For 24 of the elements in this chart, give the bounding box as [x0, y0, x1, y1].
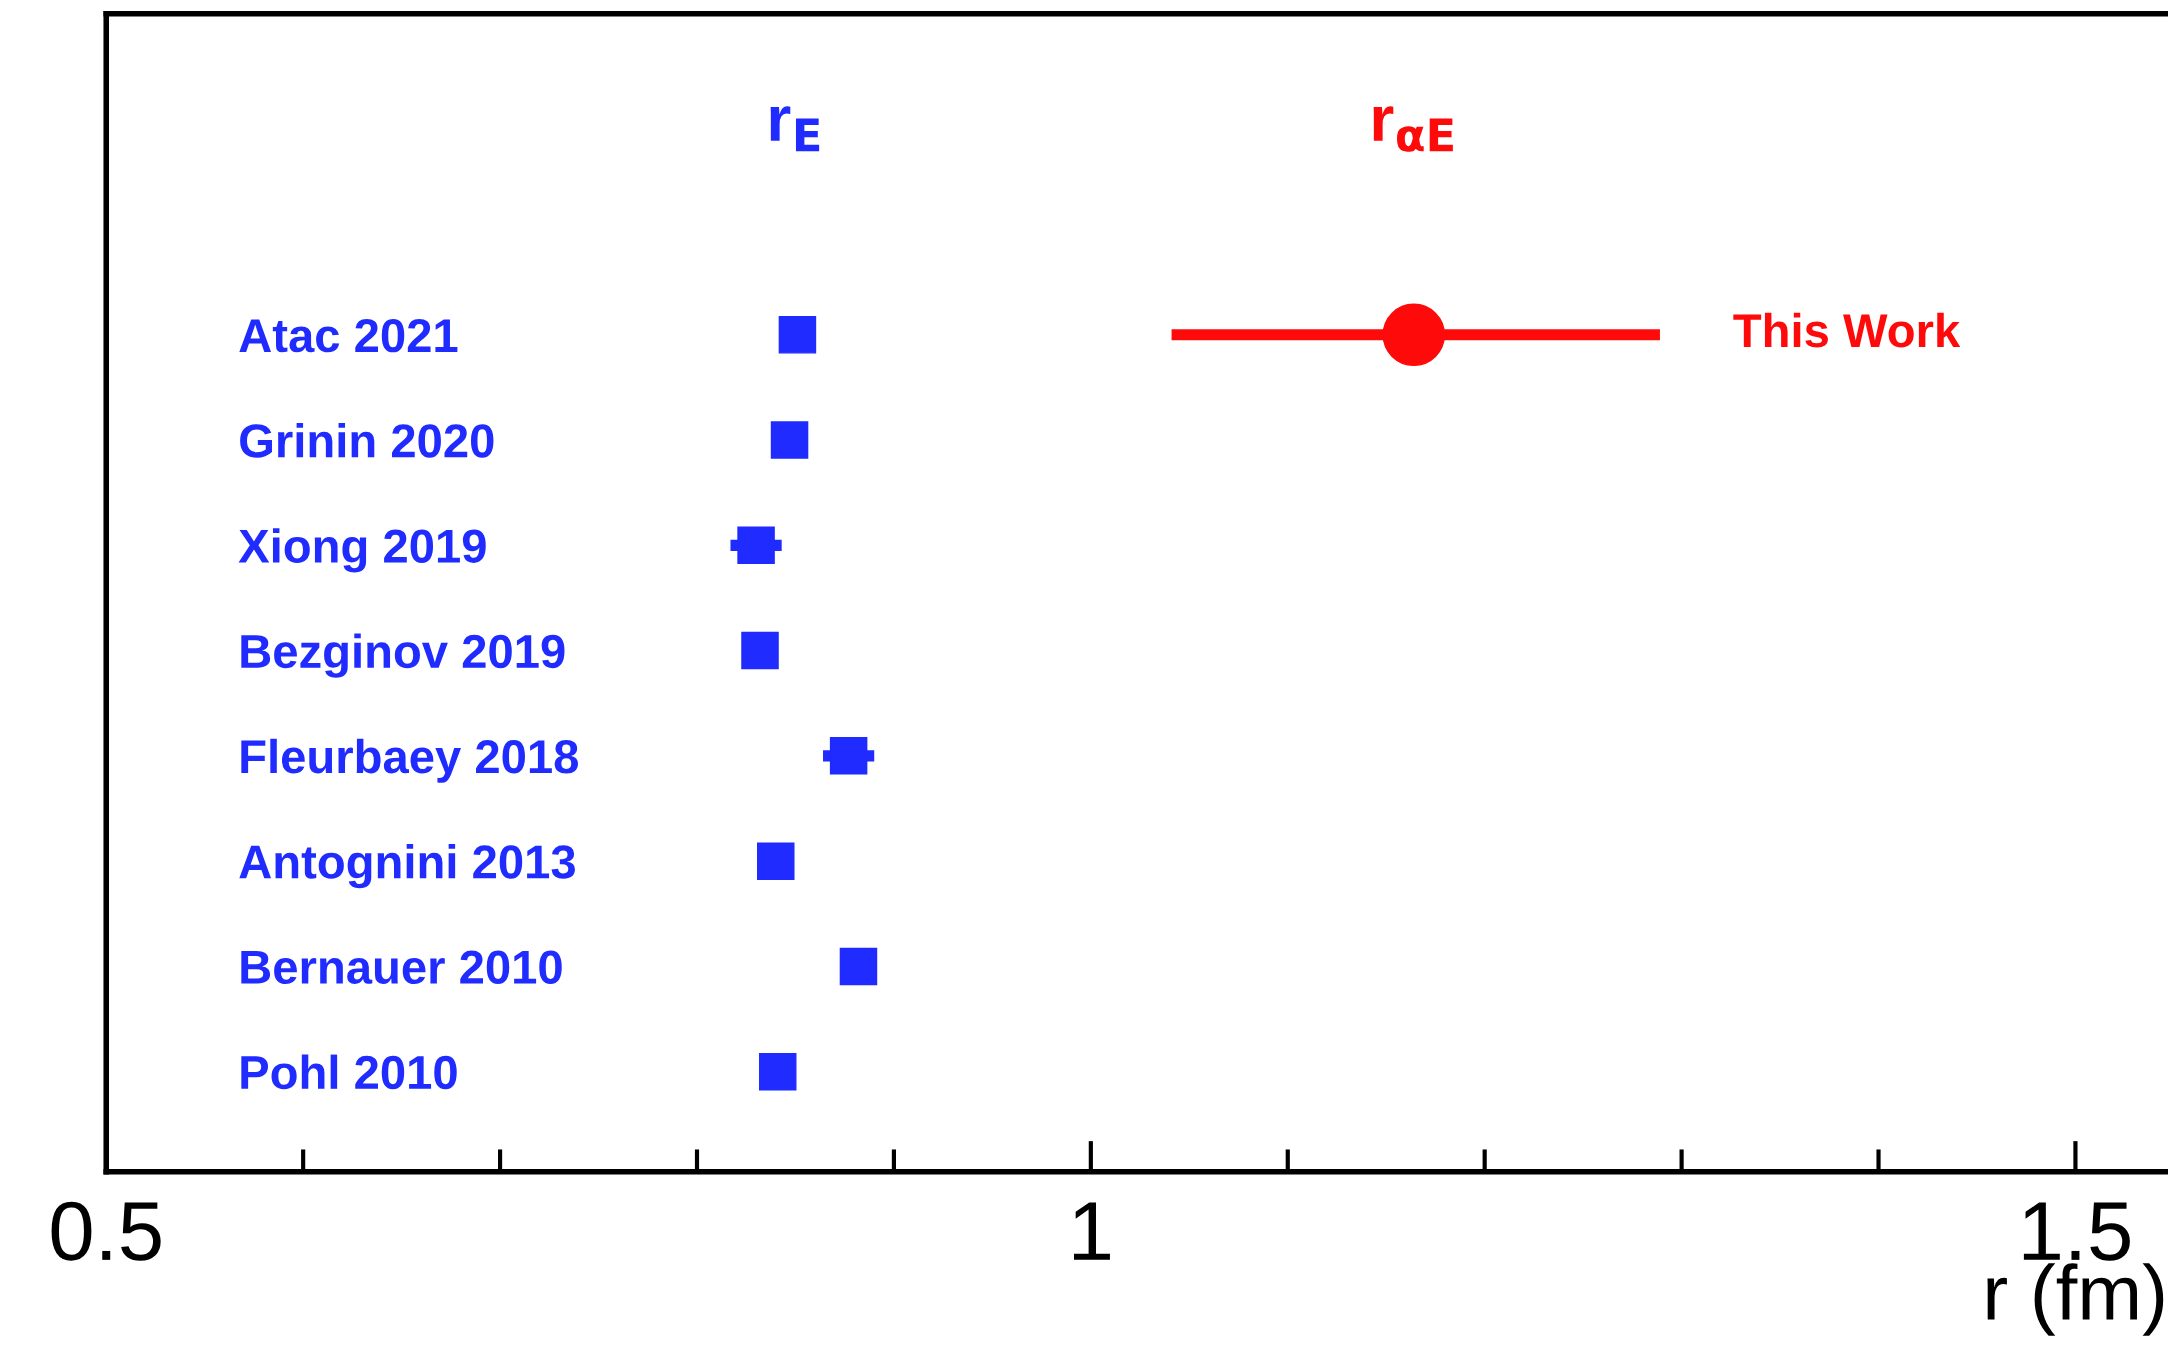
y-tick-label: Antognini 2013	[239, 844, 575, 889]
annotation: This Work	[1733, 312, 1961, 348]
y-tick-label: Fleurbaey 2018	[241, 738, 578, 783]
x-axis-title: r (fm)	[1987, 1263, 2164, 1336]
point	[839, 947, 878, 986]
y-tick-label: Bezginov 2019	[241, 633, 565, 678]
y-tick-label: Xiong 2019	[238, 528, 486, 573]
y-tick-label: Grinin 2020	[240, 422, 494, 458]
point	[741, 631, 779, 670]
point	[758, 1052, 797, 1091]
point	[1382, 303, 1446, 367]
x-tick-label: 1.5	[2023, 1202, 2130, 1261]
point	[778, 316, 817, 354]
point	[770, 421, 809, 459]
point	[737, 526, 775, 565]
y-tick-label: Bernauer 2010	[241, 950, 562, 984]
x-tick-label: 1	[1074, 1202, 1110, 1260]
point	[829, 737, 868, 775]
text: r$_{E}$	[770, 106, 820, 152]
point	[757, 842, 795, 880]
text: r$_{αE}$	[1373, 106, 1453, 152]
x-tick-label: 0.5	[51, 1201, 161, 1261]
y-tick-label: Pohl 2010	[241, 1054, 457, 1090]
y-tick-label: Atac 2021	[239, 318, 458, 353]
